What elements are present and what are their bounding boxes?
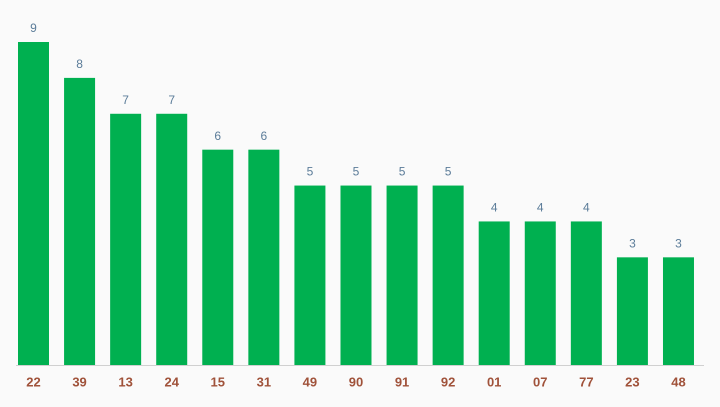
x-tick-label: 01 [487, 374, 501, 389]
value-label: 5 [399, 165, 406, 179]
bar [156, 113, 188, 366]
x-tick-label: 92 [441, 374, 455, 389]
value-label: 8 [76, 57, 83, 71]
value-label: 6 [214, 129, 221, 143]
value-label: 5 [445, 165, 452, 179]
bar [18, 42, 49, 365]
bar [570, 221, 602, 365]
x-tick-label: 13 [118, 374, 132, 389]
x-tick-label: 91 [395, 374, 409, 389]
bar [294, 185, 326, 365]
x-tick-label: 90 [349, 374, 363, 389]
bar [662, 257, 694, 365]
value-label: 5 [353, 165, 360, 179]
x-tick-label: 07 [533, 374, 547, 389]
value-label: 7 [122, 93, 129, 107]
x-tick-label: 15 [211, 374, 225, 389]
x-tick-label: 31 [257, 374, 271, 389]
value-label: 3 [675, 237, 682, 251]
value-label: 4 [537, 201, 544, 215]
bar [202, 149, 234, 365]
x-tick-label: 22 [26, 374, 40, 389]
value-label: 4 [583, 201, 590, 215]
bar [616, 257, 648, 365]
value-label: 9 [30, 21, 37, 35]
bar [110, 113, 142, 366]
bar [524, 221, 556, 365]
bar [432, 185, 464, 365]
value-label: 3 [629, 237, 636, 251]
value-label: 4 [491, 201, 498, 215]
x-tick-label: 77 [579, 374, 593, 389]
x-tick-label: 39 [72, 374, 86, 389]
bar [64, 77, 96, 365]
value-label: 5 [307, 165, 314, 179]
x-tick-label: 24 [164, 374, 179, 389]
bar [248, 149, 280, 365]
x-tick-label: 49 [303, 374, 317, 389]
x-tick-label: 23 [625, 374, 639, 389]
value-label: 6 [261, 129, 268, 143]
bar [478, 221, 510, 365]
x-tick-label: 48 [671, 374, 685, 389]
bar [340, 185, 372, 365]
value-label: 7 [168, 93, 175, 107]
bar [386, 185, 418, 365]
